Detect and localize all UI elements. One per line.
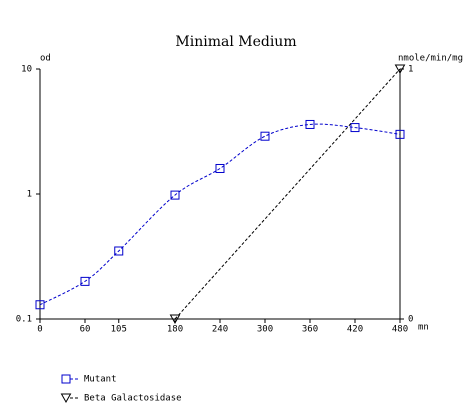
x-tick-label: 480	[392, 325, 408, 335]
y2-tick-label: 0	[408, 315, 413, 325]
x-axis-label: mn	[418, 323, 429, 333]
marker	[114, 246, 124, 256]
y-tick-label: 1	[27, 190, 32, 200]
y-tick-label: 10	[21, 65, 32, 75]
marker	[394, 64, 406, 75]
marker	[215, 163, 225, 173]
marker	[80, 276, 90, 286]
legend-marker	[61, 374, 71, 384]
marker	[350, 123, 360, 133]
x-tick-label: 60	[80, 325, 91, 335]
x-tick-label: 105	[111, 325, 127, 335]
legend-label: Mutant	[84, 375, 117, 385]
marker	[169, 314, 181, 325]
y-tick-label: 0.1	[16, 315, 32, 325]
y-axis-label: od	[40, 54, 51, 64]
series-line	[174, 68, 401, 320]
x-tick-label: 0	[37, 325, 42, 335]
x-tick-label: 300	[257, 325, 273, 335]
marker	[170, 190, 180, 200]
y2-tick-label: 1	[408, 65, 413, 75]
x-tick-label: 360	[302, 325, 318, 335]
chart-title: Minimal Medium	[175, 34, 296, 50]
x-tick-label: 240	[212, 325, 228, 335]
y2-axis-label: nmole/min/mg	[398, 54, 463, 64]
x-tick-label: 180	[167, 325, 183, 335]
legend-label: Beta Galactosidase	[84, 394, 182, 404]
legend-marker	[60, 393, 72, 404]
marker	[395, 129, 405, 139]
x-tick-label: 420	[347, 325, 363, 335]
marker	[35, 300, 45, 310]
marker	[260, 131, 270, 141]
series-line	[39, 123, 401, 306]
marker	[305, 119, 315, 129]
